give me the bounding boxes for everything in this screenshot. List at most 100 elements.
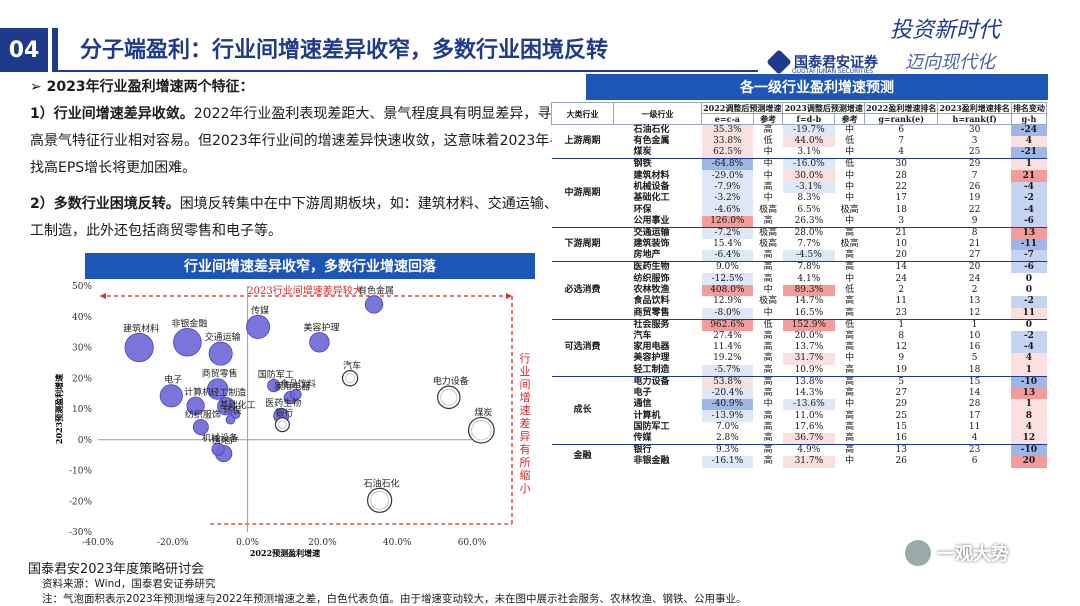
th-rank2023: 2023盈利增速排名 xyxy=(937,102,1012,114)
bubble-label: 电子 xyxy=(164,374,182,386)
th-change-formula: g-h xyxy=(1010,113,1048,125)
ref2022-cell: 高 xyxy=(763,353,773,364)
rank2023-cell: 11 xyxy=(968,422,981,433)
table-row: 有色金属 33.8% 低 44.0% 低 7 3 4 xyxy=(552,136,1047,148)
bubble-negative xyxy=(341,370,359,387)
arrow-left-icon xyxy=(100,293,106,299)
x-tick-label: 0.0% xyxy=(236,538,259,548)
rank2023-cell: 13 xyxy=(968,296,981,307)
g2023-cell: 30.0% xyxy=(782,170,835,182)
g2022-cell: -20.4% xyxy=(701,387,754,400)
ref2022-cell: 极高 xyxy=(759,296,778,307)
ref2022-cell: 中 xyxy=(763,147,773,158)
ref2022-cell: 高 xyxy=(753,375,783,388)
g2023-cell: 11.0% xyxy=(794,410,824,421)
industry-cell: 轻工制造 xyxy=(633,364,670,375)
x-tick-label: -20.0% xyxy=(157,538,189,548)
ref2022-cell: 中 xyxy=(763,170,773,181)
ref2023-cell: 中 xyxy=(845,215,855,226)
rank-change-cell: -21 xyxy=(1011,147,1047,159)
g2022-cell: -40.9% xyxy=(701,399,754,411)
y-tick-label: 50% xyxy=(72,282,92,292)
rank2023-cell: 9 xyxy=(971,215,978,226)
ref2022-cell: 中 xyxy=(763,307,773,318)
ref2023-cell: 高 xyxy=(845,410,855,421)
bubble xyxy=(208,341,233,366)
rank-change-cell: 0 xyxy=(1025,284,1033,295)
ref2023-cell: 中 xyxy=(845,456,855,467)
rank2022-cell: 15 xyxy=(895,422,907,433)
industry-cell: 计算机 xyxy=(633,410,661,421)
ref2023-cell: 高 xyxy=(845,330,855,341)
y-tick-label: 0% xyxy=(78,436,93,446)
g2022-cell: -8.0% xyxy=(701,307,754,320)
bubble-label: 国防军工 xyxy=(258,368,294,380)
ref2023-cell: 高 xyxy=(834,226,865,239)
bubble xyxy=(173,328,202,357)
rank2022-cell: 22 xyxy=(895,181,907,192)
rank2022-cell: 23 xyxy=(895,307,907,318)
rank-change-cell: 0 xyxy=(1025,273,1033,284)
ref2022-cell: 极高 xyxy=(759,204,778,215)
bubble xyxy=(290,388,302,401)
table-row: 国防军工 7.0% 高 17.6% 高 15 11 4 xyxy=(552,421,1047,434)
rank2023-cell: 23 xyxy=(937,444,1012,457)
rank2023-cell: 1 xyxy=(937,318,1012,331)
g2022-cell: 2.8% xyxy=(715,433,739,444)
ref2023-cell: 低 xyxy=(834,318,865,331)
g2023-cell: 16.5% xyxy=(794,307,824,318)
table-body: 上游周期 石油石化 35.3% 高 -19.7% 中 6 30 -24 有色金属 33.8% 低 44.… xyxy=(551,123,1047,468)
x-axis-title: 2022预测盈利增速 xyxy=(250,548,320,558)
brand-logo-icon xyxy=(766,49,792,75)
g2022-cell: -12.5% xyxy=(701,273,754,285)
bubble-label: 纺织服饰 xyxy=(185,409,221,421)
industry-cell: 基础化工 xyxy=(633,193,670,204)
table-row: 煤炭 62.5% 中 3.1% 中 4 25 -21 xyxy=(552,147,1047,159)
table-row: 房地产 -6.4% 高 -4.5% 高 20 27 -7 xyxy=(552,250,1047,262)
rank2022-cell: 25 xyxy=(895,410,907,421)
g2022-cell: 408.0% xyxy=(701,284,754,297)
industry-cell: 电力设备 xyxy=(613,375,702,388)
rank2023-cell: 20 xyxy=(937,261,1012,274)
rank2023-cell: 30 xyxy=(937,124,1012,136)
bubble-label: 美容护理 xyxy=(303,321,339,333)
y-tick-label: -20% xyxy=(69,497,92,507)
ref2022-cell: 高 xyxy=(763,387,773,398)
th-rank2023-formula: h=rank(f) xyxy=(937,113,1012,125)
right-annotation-char: 异 xyxy=(520,430,531,443)
rank2023-cell: 2 xyxy=(971,284,978,295)
ref2023-cell: 高 xyxy=(845,296,855,307)
watermark: 一观大势 xyxy=(905,540,1009,566)
rank2023-cell: 26 xyxy=(968,181,981,192)
industry-cell: 有色金属 xyxy=(633,136,670,147)
ref2022-cell: 高 xyxy=(763,181,773,192)
ref2023-cell: 高 xyxy=(845,307,855,318)
ref2023-cell: 高 xyxy=(845,387,855,398)
bubble xyxy=(217,397,236,416)
table-row: 美容护理 19.2% 高 31.7% 中 9 5 4 xyxy=(552,353,1047,365)
table-row: 食品饮料 12.9% 极高 14.7% 高 11 13 -2 xyxy=(552,296,1047,308)
brand-name-en: GUOTAI JUNAN SECURITIES xyxy=(792,68,874,75)
rank2023-cell: 22 xyxy=(968,204,981,215)
point-1-text: 2022年行业盈利表现差距大、景气程度具有明显差异，寻找高景气特征行业相对容易。… xyxy=(30,106,566,176)
th-rank2022-formula: g=rank(e) xyxy=(863,113,939,125)
ref2023-cell: 高 xyxy=(845,422,855,433)
th-rank2022: 2022盈利增速排名 xyxy=(863,102,939,114)
rank-change-cell: 4 xyxy=(1011,136,1047,148)
rank-change-cell: 20 xyxy=(1011,456,1047,468)
rank2022-cell: 14 xyxy=(864,261,938,274)
g2023-cell: 13.8% xyxy=(782,375,835,388)
rank2022-cell: 12 xyxy=(895,342,907,353)
rank2023-cell: 7 xyxy=(971,170,978,181)
g2022-cell: 53.8% xyxy=(701,375,754,388)
table-row: 轻工制造 -5.7% 高 10.9% 高 19 18 1 xyxy=(552,364,1047,377)
right-annotation-char: 所 xyxy=(520,456,531,469)
rank-change-cell: -4 xyxy=(1011,341,1047,354)
bubble-negative-inner xyxy=(278,420,287,430)
g2023-cell: 13.7% xyxy=(794,342,824,353)
industry-cell: 钢铁 xyxy=(613,158,702,171)
rank2022-cell: 8 xyxy=(898,330,905,341)
rank2023-cell: 18 xyxy=(968,364,981,375)
y-tick-label: 10% xyxy=(72,405,92,415)
bubble-label: 石油石化 xyxy=(364,477,400,489)
